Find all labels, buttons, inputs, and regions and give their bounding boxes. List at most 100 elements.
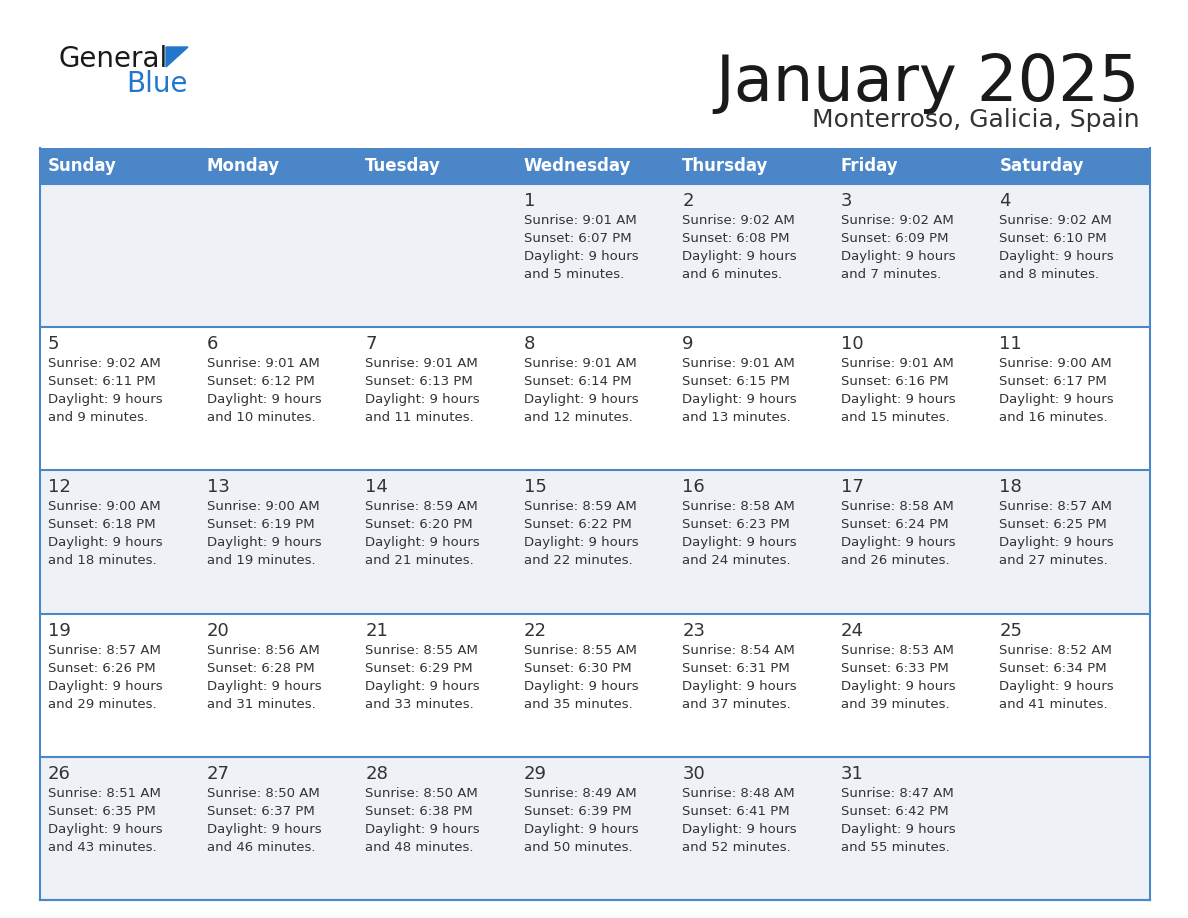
Text: 26: 26 bbox=[48, 765, 71, 783]
Text: Thursday: Thursday bbox=[682, 157, 769, 175]
Text: Sunset: 6:15 PM: Sunset: 6:15 PM bbox=[682, 375, 790, 388]
Text: 27: 27 bbox=[207, 765, 229, 783]
Text: Sunrise: 8:47 AM: Sunrise: 8:47 AM bbox=[841, 787, 954, 800]
Text: Sunset: 6:29 PM: Sunset: 6:29 PM bbox=[365, 662, 473, 675]
Text: Sunset: 6:25 PM: Sunset: 6:25 PM bbox=[999, 519, 1107, 532]
Text: and 48 minutes.: and 48 minutes. bbox=[365, 841, 474, 854]
Text: and 39 minutes.: and 39 minutes. bbox=[841, 698, 949, 711]
Text: 13: 13 bbox=[207, 478, 229, 497]
Text: Sunrise: 8:53 AM: Sunrise: 8:53 AM bbox=[841, 644, 954, 656]
Text: Sunset: 6:14 PM: Sunset: 6:14 PM bbox=[524, 375, 631, 388]
Bar bbox=[40, 470, 1150, 613]
Text: and 50 minutes.: and 50 minutes. bbox=[524, 841, 632, 854]
Text: Sunrise: 8:55 AM: Sunrise: 8:55 AM bbox=[524, 644, 637, 656]
Text: Sunset: 6:34 PM: Sunset: 6:34 PM bbox=[999, 662, 1107, 675]
Text: Wednesday: Wednesday bbox=[524, 157, 631, 175]
Text: and 10 minutes.: and 10 minutes. bbox=[207, 411, 315, 424]
Text: Sunset: 6:42 PM: Sunset: 6:42 PM bbox=[841, 805, 948, 818]
Text: 8: 8 bbox=[524, 335, 535, 353]
Text: Sunrise: 9:00 AM: Sunrise: 9:00 AM bbox=[999, 357, 1112, 370]
Text: Sunrise: 9:01 AM: Sunrise: 9:01 AM bbox=[524, 357, 637, 370]
Text: and 33 minutes.: and 33 minutes. bbox=[365, 698, 474, 711]
Text: 1: 1 bbox=[524, 192, 535, 210]
Bar bbox=[40, 327, 1150, 470]
Text: Daylight: 9 hours: Daylight: 9 hours bbox=[999, 536, 1114, 549]
Text: and 52 minutes.: and 52 minutes. bbox=[682, 841, 791, 854]
Text: and 37 minutes.: and 37 minutes. bbox=[682, 698, 791, 711]
Text: and 13 minutes.: and 13 minutes. bbox=[682, 411, 791, 424]
Text: 9: 9 bbox=[682, 335, 694, 353]
Text: Daylight: 9 hours: Daylight: 9 hours bbox=[207, 679, 321, 692]
Text: 19: 19 bbox=[48, 621, 71, 640]
Text: Tuesday: Tuesday bbox=[365, 157, 441, 175]
Text: Sunset: 6:12 PM: Sunset: 6:12 PM bbox=[207, 375, 315, 388]
Text: 20: 20 bbox=[207, 621, 229, 640]
Text: Sunrise: 8:49 AM: Sunrise: 8:49 AM bbox=[524, 787, 637, 800]
Text: Daylight: 9 hours: Daylight: 9 hours bbox=[48, 823, 163, 835]
Text: Daylight: 9 hours: Daylight: 9 hours bbox=[365, 823, 480, 835]
Text: Sunset: 6:10 PM: Sunset: 6:10 PM bbox=[999, 232, 1107, 245]
Text: Sunset: 6:20 PM: Sunset: 6:20 PM bbox=[365, 519, 473, 532]
Text: Sunset: 6:17 PM: Sunset: 6:17 PM bbox=[999, 375, 1107, 388]
Text: Daylight: 9 hours: Daylight: 9 hours bbox=[841, 679, 955, 692]
Text: Sunrise: 8:59 AM: Sunrise: 8:59 AM bbox=[365, 500, 478, 513]
Text: Sunset: 6:37 PM: Sunset: 6:37 PM bbox=[207, 805, 315, 818]
Text: and 16 minutes.: and 16 minutes. bbox=[999, 411, 1108, 424]
Text: Sunset: 6:38 PM: Sunset: 6:38 PM bbox=[365, 805, 473, 818]
Text: and 27 minutes.: and 27 minutes. bbox=[999, 554, 1108, 567]
Text: 22: 22 bbox=[524, 621, 546, 640]
Text: Daylight: 9 hours: Daylight: 9 hours bbox=[207, 536, 321, 549]
Text: Daylight: 9 hours: Daylight: 9 hours bbox=[48, 393, 163, 406]
Text: and 46 minutes.: and 46 minutes. bbox=[207, 841, 315, 854]
Text: Daylight: 9 hours: Daylight: 9 hours bbox=[682, 536, 797, 549]
Text: General: General bbox=[58, 45, 168, 73]
Text: Sunday: Sunday bbox=[48, 157, 116, 175]
Text: 31: 31 bbox=[841, 765, 864, 783]
Text: Daylight: 9 hours: Daylight: 9 hours bbox=[524, 393, 638, 406]
Text: Sunrise: 9:02 AM: Sunrise: 9:02 AM bbox=[682, 214, 795, 227]
Text: Sunrise: 8:48 AM: Sunrise: 8:48 AM bbox=[682, 787, 795, 800]
Bar bbox=[40, 184, 1150, 327]
Text: 17: 17 bbox=[841, 478, 864, 497]
Text: and 9 minutes.: and 9 minutes. bbox=[48, 411, 148, 424]
Text: and 21 minutes.: and 21 minutes. bbox=[365, 554, 474, 567]
Text: Daylight: 9 hours: Daylight: 9 hours bbox=[841, 536, 955, 549]
Text: and 8 minutes.: and 8 minutes. bbox=[999, 268, 1100, 281]
Text: 6: 6 bbox=[207, 335, 217, 353]
Text: and 19 minutes.: and 19 minutes. bbox=[207, 554, 315, 567]
Text: Daylight: 9 hours: Daylight: 9 hours bbox=[524, 679, 638, 692]
Text: 4: 4 bbox=[999, 192, 1011, 210]
Text: 23: 23 bbox=[682, 621, 706, 640]
Text: Sunset: 6:22 PM: Sunset: 6:22 PM bbox=[524, 519, 632, 532]
Text: and 26 minutes.: and 26 minutes. bbox=[841, 554, 949, 567]
Text: and 22 minutes.: and 22 minutes. bbox=[524, 554, 632, 567]
Text: Daylight: 9 hours: Daylight: 9 hours bbox=[207, 823, 321, 835]
Text: Sunset: 6:31 PM: Sunset: 6:31 PM bbox=[682, 662, 790, 675]
Text: 11: 11 bbox=[999, 335, 1022, 353]
Text: Sunrise: 9:01 AM: Sunrise: 9:01 AM bbox=[841, 357, 954, 370]
Text: Sunset: 6:07 PM: Sunset: 6:07 PM bbox=[524, 232, 631, 245]
Text: and 15 minutes.: and 15 minutes. bbox=[841, 411, 949, 424]
Text: Sunset: 6:30 PM: Sunset: 6:30 PM bbox=[524, 662, 631, 675]
Bar bbox=[40, 756, 1150, 900]
Text: 3: 3 bbox=[841, 192, 852, 210]
Text: Sunrise: 8:51 AM: Sunrise: 8:51 AM bbox=[48, 787, 160, 800]
Text: and 11 minutes.: and 11 minutes. bbox=[365, 411, 474, 424]
Text: Daylight: 9 hours: Daylight: 9 hours bbox=[524, 823, 638, 835]
Text: Sunrise: 9:02 AM: Sunrise: 9:02 AM bbox=[999, 214, 1112, 227]
Text: Sunrise: 9:01 AM: Sunrise: 9:01 AM bbox=[207, 357, 320, 370]
Text: Sunrise: 8:57 AM: Sunrise: 8:57 AM bbox=[999, 500, 1112, 513]
Text: 7: 7 bbox=[365, 335, 377, 353]
Text: and 29 minutes.: and 29 minutes. bbox=[48, 698, 157, 711]
Text: Sunset: 6:18 PM: Sunset: 6:18 PM bbox=[48, 519, 156, 532]
Text: Saturday: Saturday bbox=[999, 157, 1083, 175]
Text: and 7 minutes.: and 7 minutes. bbox=[841, 268, 941, 281]
Text: Monterroso, Galicia, Spain: Monterroso, Galicia, Spain bbox=[813, 108, 1140, 132]
Text: Daylight: 9 hours: Daylight: 9 hours bbox=[524, 250, 638, 263]
Text: Sunset: 6:35 PM: Sunset: 6:35 PM bbox=[48, 805, 156, 818]
Text: 30: 30 bbox=[682, 765, 704, 783]
Text: Daylight: 9 hours: Daylight: 9 hours bbox=[48, 536, 163, 549]
Text: January 2025: January 2025 bbox=[715, 52, 1140, 114]
Text: Sunset: 6:39 PM: Sunset: 6:39 PM bbox=[524, 805, 631, 818]
Text: Daylight: 9 hours: Daylight: 9 hours bbox=[682, 250, 797, 263]
